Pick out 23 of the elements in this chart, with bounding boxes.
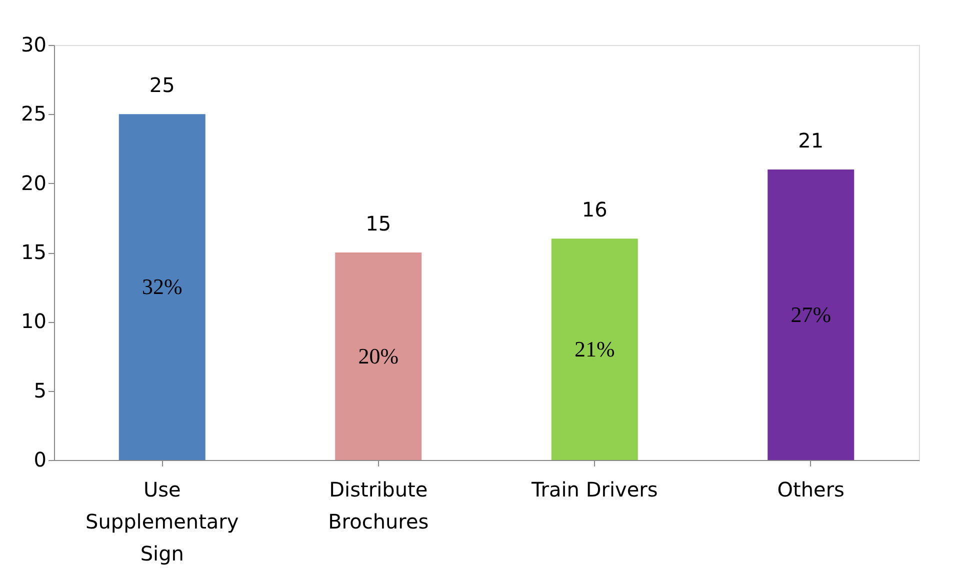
y-tick-label: 15 <box>21 240 46 264</box>
data-label: 16 <box>582 198 608 222</box>
annotation: 27% <box>790 302 832 327</box>
annotation: 20% <box>358 343 399 368</box>
y-tick-label: 25 <box>21 102 46 126</box>
x-tick-label: Others <box>777 478 844 502</box>
data-label: 21 <box>798 128 824 152</box>
bar <box>551 238 638 460</box>
y-tick-label: 20 <box>21 170 46 195</box>
annotation: 21% <box>574 336 615 362</box>
y-tick-label: 5 <box>34 378 46 402</box>
x-tick-label: Distribute Brochures <box>328 478 429 534</box>
y-tick-label: 0 <box>34 448 46 472</box>
y-tick-label: 10 <box>21 309 46 334</box>
data-label: 15 <box>366 212 392 236</box>
bar <box>768 170 854 460</box>
x-tick-label: Use Supplementary Sign <box>86 478 239 566</box>
bar <box>118 114 206 460</box>
annotation: 32% <box>142 274 182 300</box>
data-label: 25 <box>149 73 175 98</box>
x-tick-label: Train Drivers <box>530 478 658 502</box>
bar <box>335 252 422 460</box>
y-tick-label: 30 <box>21 32 46 56</box>
